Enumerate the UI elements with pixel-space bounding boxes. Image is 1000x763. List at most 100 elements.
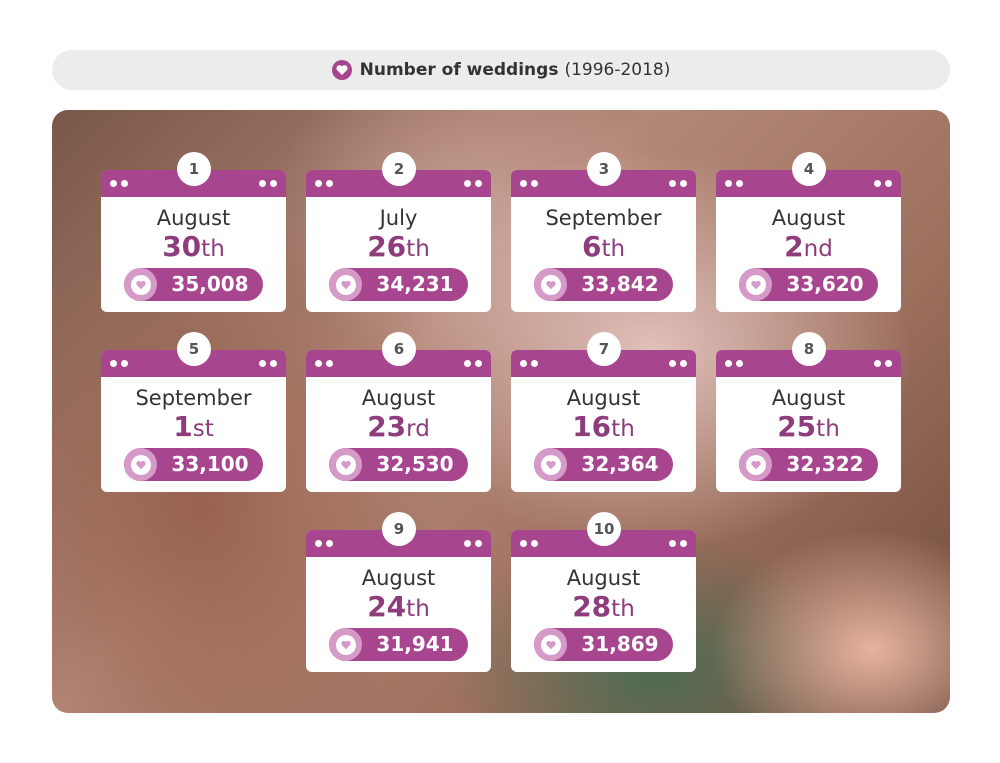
dot — [669, 360, 676, 367]
date-card: 5 September 1st 33,100 — [101, 332, 286, 492]
day: 30th — [101, 230, 286, 263]
day-number: 6 — [581, 230, 602, 263]
count-pill: 32,530 — [329, 448, 468, 481]
day: 26th — [306, 230, 491, 263]
date-card: 1 August 30th 35,008 — [101, 152, 286, 312]
day-suffix: th — [816, 416, 840, 442]
rank: 10 — [587, 512, 621, 546]
heart-icon — [545, 640, 556, 649]
day: 23rd — [306, 410, 491, 443]
heart-icon — [135, 280, 146, 289]
month: August — [566, 566, 641, 590]
day-number: 30 — [162, 230, 202, 263]
dot — [464, 180, 471, 187]
heart-circle — [335, 634, 356, 655]
rank: 2 — [382, 152, 416, 186]
rank: 6 — [382, 332, 416, 366]
dot — [669, 180, 676, 187]
day-suffix: rd — [406, 416, 430, 442]
heart-circle — [745, 454, 766, 475]
dot — [475, 180, 482, 187]
heart-icon — [340, 280, 351, 289]
month: August — [156, 206, 231, 230]
dot — [680, 540, 687, 547]
date-card: 2 July 26th 34,231 — [306, 152, 491, 312]
heart-badge — [124, 268, 157, 301]
day-number: 23 — [367, 410, 407, 443]
dot — [736, 360, 743, 367]
dot — [736, 180, 743, 187]
day-number: 1 — [173, 410, 193, 443]
dot — [531, 360, 538, 367]
wedding-count: 34,231 — [376, 272, 454, 296]
month: September — [135, 386, 252, 410]
wedding-count: 35,008 — [171, 272, 249, 296]
subtitle: (1996-2018) — [564, 60, 671, 80]
wedding-count: 32,364 — [581, 452, 659, 476]
heart-circle — [130, 454, 151, 475]
count-pill: 33,100 — [124, 448, 263, 481]
count-pill: 32,364 — [534, 448, 673, 481]
dot — [270, 180, 277, 187]
day-suffix: nd — [803, 236, 833, 262]
rank: 3 — [587, 152, 621, 186]
heart-badge — [329, 268, 362, 301]
dot — [121, 180, 128, 187]
day-suffix: th — [611, 416, 635, 442]
heart-icon — [750, 460, 761, 469]
count-pill: 31,869 — [534, 628, 673, 661]
date-card: 4 August 2nd 33,620 — [716, 152, 901, 312]
dot — [326, 360, 333, 367]
heart-icon — [750, 280, 761, 289]
dot — [520, 540, 527, 547]
heart-circle — [335, 274, 356, 295]
heart-icon — [340, 640, 351, 649]
date-card: 10 August 28th 31,869 — [511, 512, 696, 672]
month: September — [545, 206, 662, 230]
heart-badge — [534, 268, 567, 301]
heart-badge — [534, 448, 567, 481]
dot — [680, 180, 687, 187]
count-pill: 31,941 — [329, 628, 468, 661]
date-card: 8 August 25th 32,322 — [716, 332, 901, 492]
wedding-count: 33,620 — [786, 272, 864, 296]
month: July — [379, 206, 418, 230]
dot — [475, 540, 482, 547]
date-card: 7 August 16th 32,364 — [511, 332, 696, 492]
day-suffix: th — [201, 236, 225, 262]
day-suffix: th — [406, 236, 430, 262]
heart-badge — [329, 448, 362, 481]
rank: 5 — [177, 332, 211, 366]
rank: 1 — [177, 152, 211, 186]
count-pill: 35,008 — [124, 268, 263, 301]
dot — [121, 360, 128, 367]
month: August — [566, 386, 641, 410]
month: August — [361, 386, 436, 410]
dot — [520, 360, 527, 367]
wedding-count: 32,322 — [786, 452, 864, 476]
heart-badge — [329, 628, 362, 661]
heart-icon — [545, 280, 556, 289]
wedding-count: 31,941 — [376, 632, 454, 656]
dot — [315, 180, 322, 187]
heart-icon — [545, 460, 556, 469]
heart-circle — [130, 274, 151, 295]
day-suffix: th — [601, 236, 626, 262]
heart-circle — [540, 454, 561, 475]
heart-icon — [135, 460, 146, 469]
day-suffix: st — [192, 416, 214, 442]
day: 16th — [511, 410, 696, 443]
dot — [680, 360, 687, 367]
date-card: 3 September 6th 33,842 — [511, 152, 696, 312]
heart-badge — [534, 628, 567, 661]
heart-badge — [739, 268, 772, 301]
title: Number of weddings — [359, 60, 559, 80]
dot — [464, 540, 471, 547]
day: 2nd — [716, 230, 901, 263]
dot — [315, 540, 322, 547]
day-number: 2 — [784, 230, 804, 263]
dot — [885, 360, 892, 367]
dot — [475, 360, 482, 367]
day-suffix: th — [611, 596, 635, 622]
